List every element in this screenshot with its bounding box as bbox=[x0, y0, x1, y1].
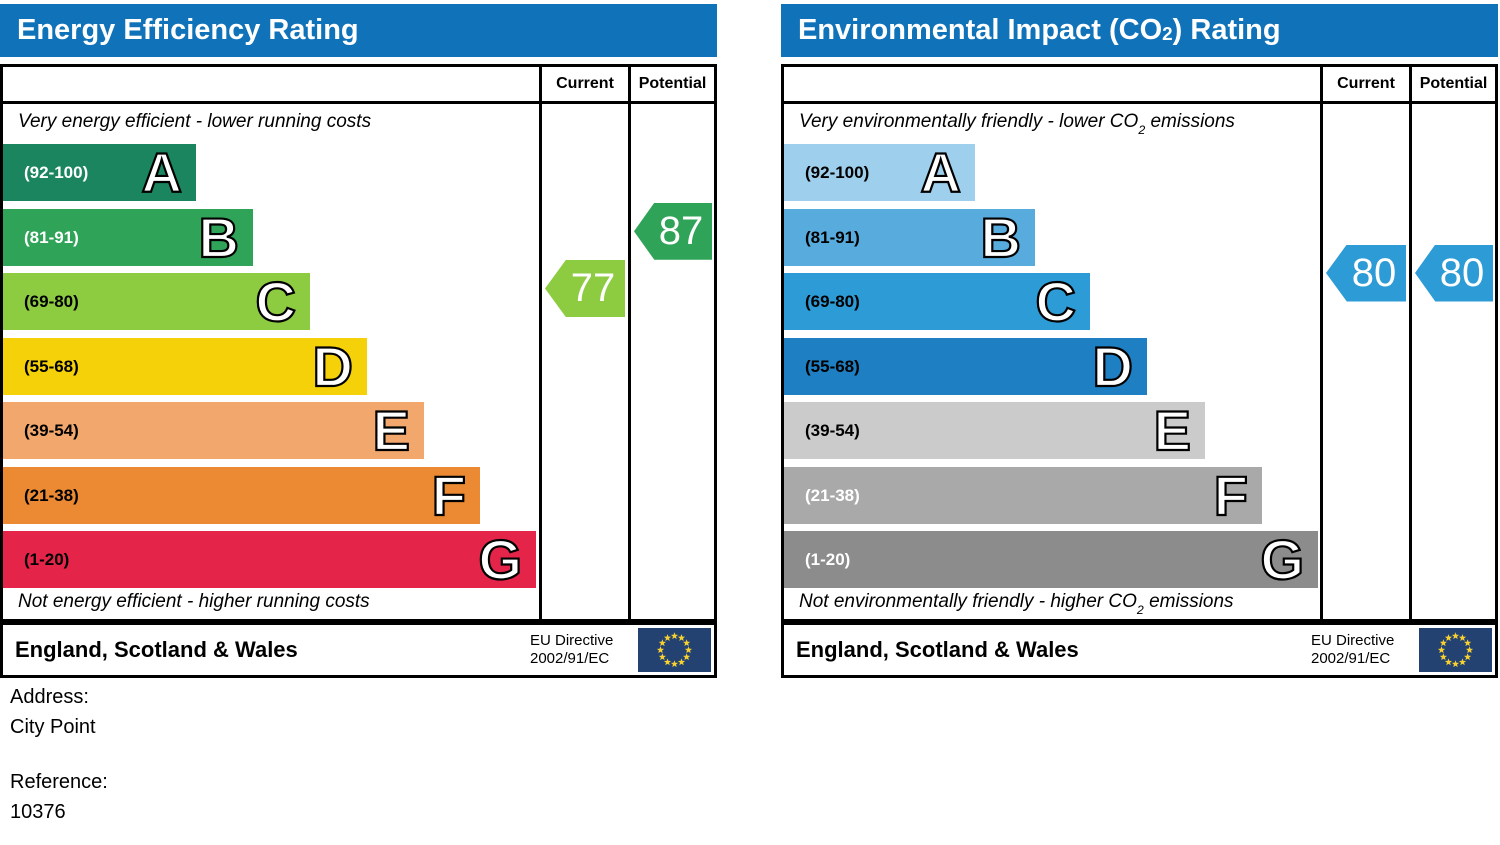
band-row-B: (81-91) B bbox=[784, 205, 1035, 269]
current-rating-value: 80 bbox=[1351, 250, 1397, 295]
band-row-A: (92-100) A bbox=[3, 141, 196, 204]
eu-directive-line1: EU Directive bbox=[530, 632, 614, 649]
band-letter: F bbox=[1213, 463, 1249, 527]
eu-directive-line1: EU Directive bbox=[1311, 632, 1395, 649]
region-label: England, Scotland & Wales bbox=[15, 637, 298, 662]
band-range-label: (92-100) bbox=[24, 163, 89, 182]
band-letter: C bbox=[254, 270, 297, 333]
caption-top: Very environmentally friendly - lower CO… bbox=[799, 111, 1235, 138]
eu-directive-label: EU Directive 2002/91/EC bbox=[530, 625, 613, 675]
band-letter: A bbox=[140, 141, 183, 204]
band-letter: C bbox=[1034, 270, 1077, 333]
band-letter: A bbox=[919, 141, 962, 204]
band-letter: D bbox=[311, 334, 354, 398]
rating-table: Current Potential Very energy efficient … bbox=[0, 64, 717, 622]
rating-table: Current Potential Very environmentally f… bbox=[781, 64, 1498, 622]
eu-flag-icon bbox=[1419, 628, 1492, 672]
caption-bottom: Not energy efficient - higher running co… bbox=[18, 591, 370, 612]
potential-rating-value: 87 bbox=[658, 208, 704, 253]
band-range-label: (21-38) bbox=[805, 485, 860, 505]
eu-directive-label: EU Directive 2002/91/EC bbox=[1311, 625, 1394, 675]
current-rating-arrow: 77 bbox=[545, 260, 625, 318]
band-row-E: (39-54) E bbox=[3, 399, 424, 462]
panel-title: Energy Efficiency Rating bbox=[0, 4, 717, 57]
band-range-label: (39-54) bbox=[805, 421, 860, 440]
band-letter: G bbox=[477, 528, 523, 591]
reference-label: Reference: bbox=[10, 771, 108, 793]
band-row-D: (55-68) D bbox=[3, 334, 367, 398]
current-rating-arrow: 80 bbox=[1326, 244, 1406, 302]
band-row-F: (21-38) F bbox=[3, 463, 480, 527]
eu-directive-line2: 2002/91/EC bbox=[1311, 650, 1391, 667]
band-letter: D bbox=[1091, 334, 1134, 398]
band-letter: F bbox=[431, 463, 467, 527]
band-row-C: (69-80) C bbox=[3, 270, 310, 333]
panel-title: Environmental Impact (CO 2) Rating bbox=[781, 4, 1498, 57]
band-letter: B bbox=[197, 205, 240, 269]
potential-rating-arrow: 87 bbox=[634, 202, 712, 260]
band-range-label: (21-38) bbox=[24, 485, 79, 505]
band-row-F: (21-38) F bbox=[784, 463, 1262, 527]
caption-bottom: Not environmentally friendly - higher CO… bbox=[799, 591, 1234, 618]
column-divider bbox=[628, 67, 631, 619]
band-row-D: (55-68) D bbox=[784, 334, 1147, 398]
column-divider bbox=[1409, 67, 1412, 619]
band-range-label: (55-68) bbox=[24, 356, 79, 376]
band-range-label: (39-54) bbox=[24, 421, 79, 440]
band-letter: G bbox=[1259, 528, 1305, 591]
band-letter: E bbox=[1153, 399, 1193, 462]
band-row-A: (92-100) A bbox=[784, 141, 975, 204]
column-divider bbox=[539, 67, 542, 619]
current-column-header: Current bbox=[556, 75, 614, 92]
potential-rating-arrow: 80 bbox=[1415, 244, 1493, 302]
address-value: City Point bbox=[10, 716, 96, 738]
table-header-row bbox=[3, 67, 714, 104]
band-range-label: (81-91) bbox=[805, 227, 860, 247]
energy-efficiency-panel: Energy Efficiency Rating Current Potenti… bbox=[0, 4, 717, 680]
column-divider bbox=[1320, 67, 1323, 619]
environmental-impact-panel: Environmental Impact (CO 2) Rating Curren… bbox=[781, 4, 1498, 680]
band-range-label: (55-68) bbox=[805, 356, 860, 376]
band-range-label: (69-80) bbox=[24, 292, 79, 311]
band-letter: B bbox=[979, 205, 1022, 269]
band-letter: E bbox=[372, 399, 412, 462]
reference-value: 10376 bbox=[10, 801, 66, 823]
band-row-E: (39-54) E bbox=[784, 399, 1205, 462]
current-column-header: Current bbox=[1337, 75, 1395, 92]
potential-column-header: Potential bbox=[1419, 75, 1488, 92]
eu-directive-line2: 2002/91/EC bbox=[530, 650, 610, 667]
caption-top: Very energy efficient - lower running co… bbox=[18, 111, 372, 132]
band-range-label: (69-80) bbox=[805, 292, 860, 311]
table-footer: England, Scotland & Wales EU Directive 2… bbox=[0, 622, 717, 678]
band-range-label: (1-20) bbox=[24, 550, 70, 569]
address-label: Address: bbox=[10, 686, 89, 708]
property-details: Address: City Point Reference: 10376 bbox=[10, 682, 108, 827]
eu-flag-icon bbox=[638, 628, 711, 672]
band-range-label: (92-100) bbox=[805, 163, 870, 182]
band-row-C: (69-80) C bbox=[784, 270, 1090, 333]
region-label: England, Scotland & Wales bbox=[796, 637, 1079, 662]
table-header-row bbox=[784, 67, 1495, 104]
band-range-label: (1-20) bbox=[805, 550, 851, 569]
band-row-G: (1-20) G bbox=[3, 528, 536, 591]
band-row-G: (1-20) G bbox=[784, 528, 1318, 591]
table-footer: England, Scotland & Wales EU Directive 2… bbox=[781, 622, 1498, 678]
band-range-label: (81-91) bbox=[24, 227, 79, 247]
current-rating-value: 77 bbox=[570, 266, 616, 311]
potential-rating-value: 80 bbox=[1439, 250, 1485, 295]
potential-column-header: Potential bbox=[638, 75, 707, 92]
band-row-B: (81-91) B bbox=[3, 205, 253, 269]
